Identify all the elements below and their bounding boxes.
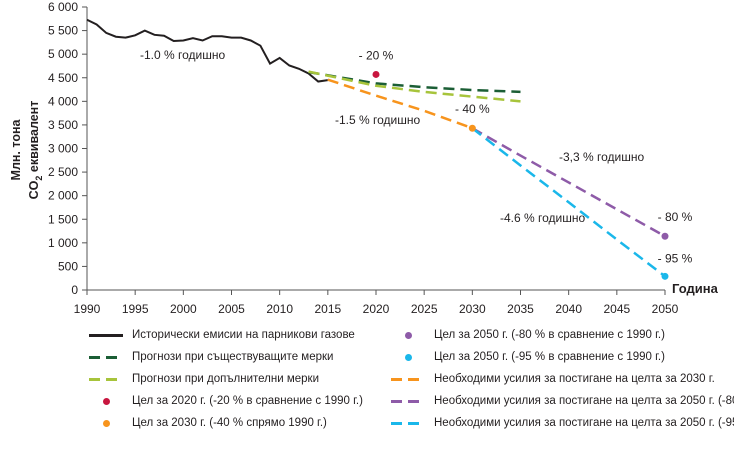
- legend-item: Цел за 2030 г. (-40 % спрямо 1990 г.): [88, 414, 327, 432]
- y-tick-label: 6 000: [48, 0, 78, 14]
- target-label-1: - 40 %: [455, 102, 490, 116]
- x-tick-label: 2045: [603, 302, 630, 316]
- legend-item: Прогнози при допълнителни мерки: [88, 370, 319, 388]
- legend-swatch: [88, 419, 124, 427]
- legend-swatch: [390, 421, 426, 425]
- y-tick-label: 1 500: [48, 212, 78, 226]
- y-axis-label: Млн. тона CO2 еквивалент: [9, 101, 44, 200]
- x-tick-label: 2035: [507, 302, 534, 316]
- legend-label: Исторически емисии на парникови газове: [132, 329, 355, 341]
- target-point-1: [468, 124, 476, 132]
- y-tick-label: 2 500: [48, 165, 78, 179]
- annotation-2: -1.5 % годишно: [335, 113, 420, 127]
- legend-label: Цел за 2030 г. (-40 % спрямо 1990 г.): [132, 417, 327, 429]
- legend-label: Прогнози при съществуващите мерки: [132, 351, 334, 363]
- target-point-3: [661, 272, 669, 280]
- svg-text:CO2 еквивалент: CO2 еквивалент: [27, 101, 44, 200]
- x-tick-label: 2000: [170, 302, 197, 316]
- legend-swatch: [390, 377, 426, 381]
- svg-text:Млн. тона: Млн. тона: [9, 118, 23, 180]
- legend-swatch: [390, 399, 426, 403]
- legend-swatch: [88, 333, 124, 337]
- target-label-3: - 95 %: [658, 251, 693, 265]
- x-tick-label: 2020: [363, 302, 390, 316]
- series-line-5: [471, 127, 666, 278]
- y-tick-label: 4 000: [48, 94, 78, 108]
- series-line-1: [308, 70, 521, 94]
- x-tick-label: 2050: [652, 302, 679, 316]
- target-point-0: [372, 70, 380, 78]
- x-tick-label: 2025: [411, 302, 438, 316]
- legend-item: Цел за 2020 г. (-20 % в сравнение с 1990…: [88, 392, 363, 410]
- legend-label: Цел за 2050 г. (-95 % в сравнение с 1990…: [434, 351, 665, 363]
- legend-item: Цел за 2050 г. (-95 % в сравнение с 1990…: [390, 348, 665, 366]
- legend-item: Прогнози при съществуващите мерки: [88, 348, 333, 366]
- x-tick-label: 2005: [218, 302, 245, 316]
- legend-label: Необходими усилия за постигане на целта …: [434, 373, 715, 385]
- series-line-4: [471, 127, 666, 238]
- x-tick-label: 2015: [314, 302, 341, 316]
- chart-svg: 0 500 1 000 1 500 2 000 2 500 3 000 3 500 4 000 4…: [9, 0, 719, 316]
- series-line-3: [327, 78, 473, 130]
- legend-swatch: [390, 353, 426, 361]
- y-tick-label: 0: [71, 283, 78, 297]
- legend-item: Необходими усилия за постигане на целта …: [390, 414, 734, 432]
- y-tick-label: 4 500: [48, 71, 78, 85]
- annotation-3: -3,3 % годишно: [559, 150, 644, 164]
- legend-label: Цел за 2020 г. (-20 % в сравнение с 1990…: [132, 395, 363, 407]
- target-label-2: - 80 %: [658, 210, 693, 224]
- legend-label: Необходими усилия за постигане на целта …: [434, 395, 734, 407]
- x-axis-label: Година: [672, 281, 719, 296]
- y-tick-label: 1 000: [48, 236, 78, 250]
- target-label-0: - 20 %: [359, 48, 394, 62]
- x-tick-label: 2010: [266, 302, 293, 316]
- legend-swatch: [390, 331, 426, 339]
- x-tick-label: 1990: [74, 302, 101, 316]
- x-tick-label: 1995: [122, 302, 149, 316]
- legend-item: Необходими усилия за постигане на целта …: [390, 392, 734, 410]
- legend-label: Необходими усилия за постигане на целта …: [434, 417, 734, 429]
- legend-label: Цел за 2050 г. (-80 % в сравнение с 1990…: [434, 329, 665, 341]
- series-line-0: [86, 18, 328, 83]
- annotation-4: -4.6 % годишно: [500, 211, 585, 225]
- legend-label: Прогнози при допълнителни мерки: [132, 373, 319, 385]
- legend-item: Цел за 2050 г. (-80 % в сравнение с 1990…: [390, 326, 665, 344]
- y-tick-label: 5 000: [48, 47, 78, 61]
- legend-swatch: [88, 355, 124, 359]
- annotation-1: -1.0 % годишно: [140, 48, 225, 62]
- target-point-2: [661, 232, 669, 240]
- y-tick-label: 3 500: [48, 118, 78, 132]
- x-tick-label: 2040: [555, 302, 582, 316]
- y-tick-label: 5 500: [48, 24, 78, 38]
- legend-swatch: [88, 377, 124, 381]
- legend-swatch: [88, 397, 124, 405]
- y-tick-label: 3 000: [48, 142, 78, 156]
- x-tick-label: 2030: [459, 302, 486, 316]
- legend-item: Необходими усилия за постигане на целта …: [390, 370, 715, 388]
- y-tick-label: 500: [58, 259, 78, 273]
- y-tick-label: 2 000: [48, 189, 78, 203]
- legend-item: Исторически емисии на парникови газове: [88, 326, 355, 344]
